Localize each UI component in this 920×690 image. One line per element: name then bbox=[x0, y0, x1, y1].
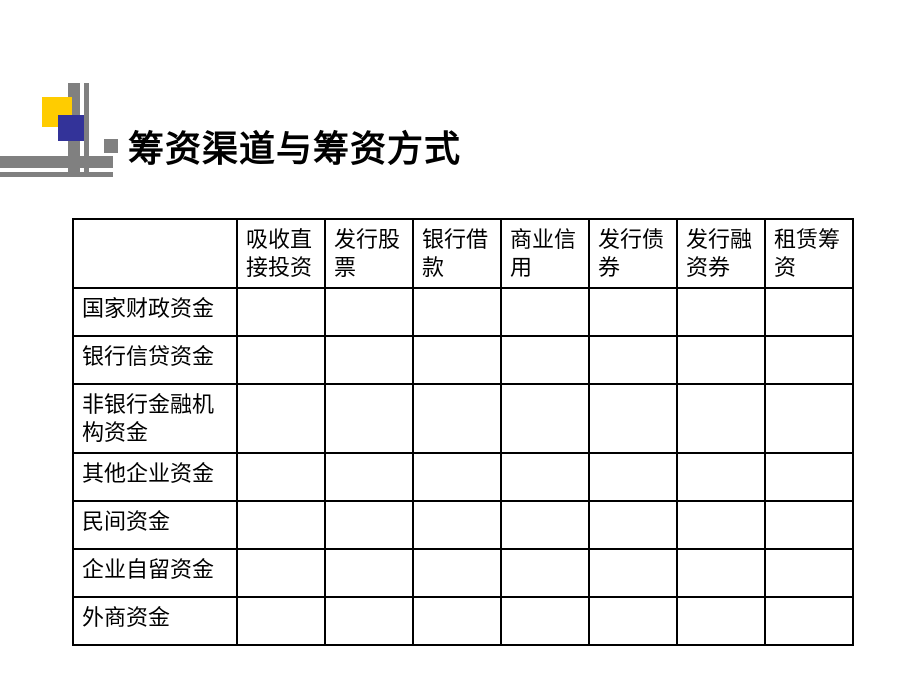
table-cell bbox=[325, 549, 413, 597]
row-header: 银行信贷资金 bbox=[73, 336, 237, 384]
page-title: 筹资渠道与筹资方式 bbox=[128, 120, 461, 172]
table-cell bbox=[501, 453, 589, 501]
table-body: 国家财政资金银行信贷资金非银行金融机构资金其他企业资金民间资金企业自留资金外商资… bbox=[73, 288, 853, 645]
table-cell bbox=[677, 288, 765, 336]
table-cell bbox=[677, 501, 765, 549]
table-cell bbox=[589, 336, 677, 384]
title-bullet-icon bbox=[104, 139, 118, 153]
row-header: 其他企业资金 bbox=[73, 453, 237, 501]
table-cell bbox=[237, 288, 325, 336]
table-row: 银行信贷资金 bbox=[73, 336, 853, 384]
table-cell bbox=[237, 549, 325, 597]
col-header: 吸收直接投资 bbox=[237, 219, 325, 288]
table-cell bbox=[765, 501, 853, 549]
table-cell bbox=[501, 549, 589, 597]
col-header-blank bbox=[73, 219, 237, 288]
table-cell bbox=[501, 384, 589, 453]
financing-table-wrap: 吸收直接投资 发行股票 银行借款 商业信用 发行债券 发行融资券 租赁筹资 国家… bbox=[72, 218, 852, 646]
table-cell bbox=[237, 336, 325, 384]
table-cell bbox=[501, 597, 589, 645]
table-cell bbox=[501, 336, 589, 384]
table-cell bbox=[589, 549, 677, 597]
table-header-row: 吸收直接投资 发行股票 银行借款 商业信用 发行债券 发行融资券 租赁筹资 bbox=[73, 219, 853, 288]
table-cell bbox=[413, 453, 501, 501]
table-cell bbox=[765, 597, 853, 645]
table-cell bbox=[677, 549, 765, 597]
table-cell bbox=[589, 384, 677, 453]
table-cell bbox=[765, 384, 853, 453]
decor-hbar-thick bbox=[0, 156, 113, 168]
row-header: 外商资金 bbox=[73, 597, 237, 645]
table-cell bbox=[413, 597, 501, 645]
row-header: 民间资金 bbox=[73, 501, 237, 549]
table-row: 外商资金 bbox=[73, 597, 853, 645]
row-header: 企业自留资金 bbox=[73, 549, 237, 597]
table-cell bbox=[765, 549, 853, 597]
table-cell bbox=[325, 336, 413, 384]
col-header: 租赁筹资 bbox=[765, 219, 853, 288]
table-cell bbox=[589, 288, 677, 336]
table-cell bbox=[765, 336, 853, 384]
table-cell bbox=[677, 384, 765, 453]
financing-table: 吸收直接投资 发行股票 银行借款 商业信用 发行债券 发行融资券 租赁筹资 国家… bbox=[72, 218, 854, 646]
table-cell bbox=[765, 453, 853, 501]
table-cell bbox=[325, 384, 413, 453]
col-header: 银行借款 bbox=[413, 219, 501, 288]
col-header: 发行债券 bbox=[589, 219, 677, 288]
table-row: 民间资金 bbox=[73, 501, 853, 549]
row-header: 非银行金融机构资金 bbox=[73, 384, 237, 453]
table-cell bbox=[413, 549, 501, 597]
table-row: 企业自留资金 bbox=[73, 549, 853, 597]
table-cell bbox=[677, 597, 765, 645]
table-cell bbox=[413, 336, 501, 384]
col-header: 发行融资券 bbox=[677, 219, 765, 288]
table-cell bbox=[677, 453, 765, 501]
table-cell bbox=[413, 384, 501, 453]
table-cell bbox=[413, 288, 501, 336]
decor-hbar-thin bbox=[0, 172, 113, 177]
table-cell bbox=[501, 288, 589, 336]
col-header: 发行股票 bbox=[325, 219, 413, 288]
table-cell bbox=[237, 501, 325, 549]
table-row: 国家财政资金 bbox=[73, 288, 853, 336]
table-cell bbox=[589, 453, 677, 501]
row-header: 国家财政资金 bbox=[73, 288, 237, 336]
decor-vbar-thin bbox=[84, 83, 89, 177]
table-cell bbox=[237, 453, 325, 501]
table-cell bbox=[237, 597, 325, 645]
table-cell bbox=[677, 336, 765, 384]
table-cell bbox=[325, 597, 413, 645]
table-cell bbox=[325, 501, 413, 549]
table-cell bbox=[325, 288, 413, 336]
col-header: 商业信用 bbox=[501, 219, 589, 288]
table-row: 非银行金融机构资金 bbox=[73, 384, 853, 453]
table-cell bbox=[413, 501, 501, 549]
table-row: 其他企业资金 bbox=[73, 453, 853, 501]
table-cell bbox=[589, 597, 677, 645]
decor-blue-square bbox=[58, 115, 84, 141]
table-cell bbox=[765, 288, 853, 336]
table-cell bbox=[325, 453, 413, 501]
table-cell bbox=[501, 501, 589, 549]
table-cell bbox=[237, 384, 325, 453]
table-cell bbox=[589, 501, 677, 549]
